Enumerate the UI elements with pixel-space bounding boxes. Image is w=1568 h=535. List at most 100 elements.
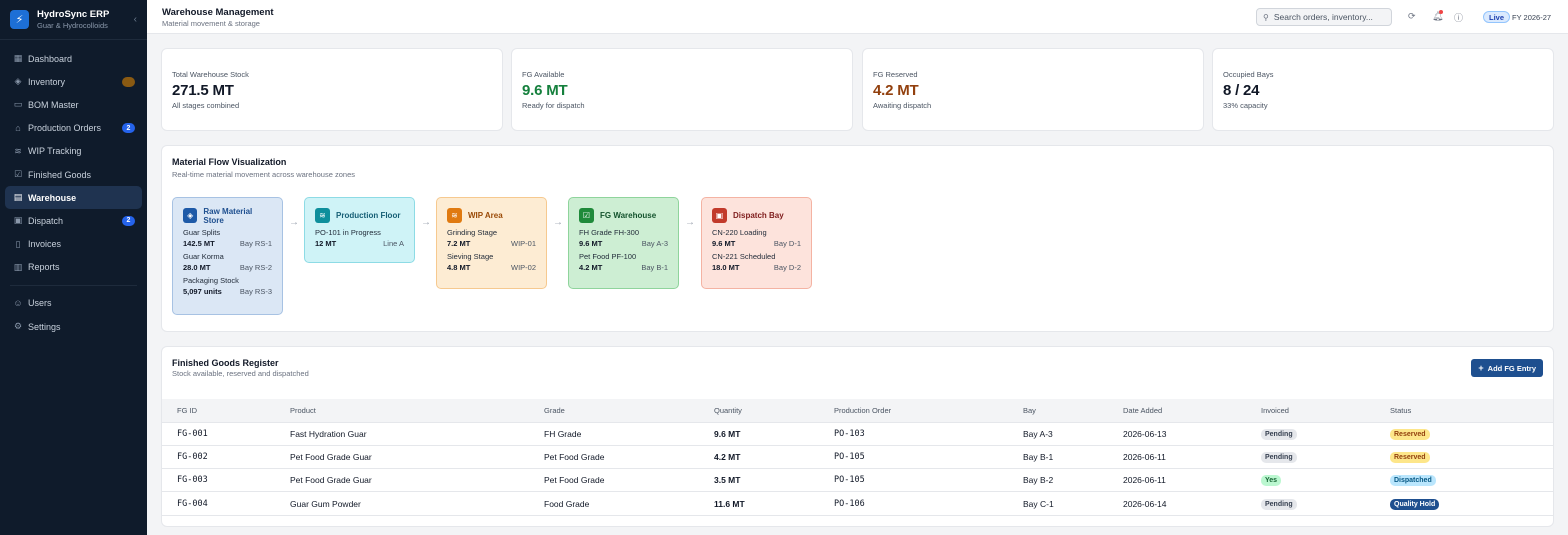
bar-chart-icon: ▥ <box>13 261 23 272</box>
column-header[interactable]: Invoiced <box>1246 399 1375 423</box>
kpi-value: 271.5 MT <box>172 82 234 99</box>
production-order-link[interactable]: PO-106 <box>819 491 1008 516</box>
notification-dot <box>1439 10 1443 14</box>
zone-item: PO-101 in Progress 12 MT Line A <box>315 228 404 248</box>
sidebar-item-bom-master[interactable]: ▭ BOM Master <box>5 93 142 116</box>
sidebar-item-dashboard[interactable]: ▦ Dashboard <box>5 47 142 70</box>
sidebar-divider <box>10 284 137 286</box>
production-order-link[interactable]: PO-105 <box>819 468 1008 493</box>
table-row[interactable]: FG-001 Fast Hydration Guar FH Grade 9.6 … <box>162 422 1553 446</box>
invoiced-badge: Pending <box>1261 451 1297 463</box>
fg-id-link[interactable]: FG-003 <box>162 468 275 493</box>
check-square-icon: ☑ <box>13 169 23 180</box>
zone-item: FH Grade FH-300 9.6 MT Bay A-3 <box>579 228 668 248</box>
sidebar-item-label: BOM Master <box>28 99 79 110</box>
bell-icon[interactable]: 🔔︎ <box>1432 11 1444 21</box>
check-square-icon: ☑ <box>579 208 594 223</box>
zone-item-name: Grinding Stage <box>447 228 498 237</box>
dispatch-count-badge: 2 <box>122 215 135 226</box>
material-flow-title: Material Flow Visualization <box>172 157 287 167</box>
search-box[interactable]: ⚲ <box>1256 8 1392 26</box>
zone-item-bay: Bay RS-2 <box>239 263 272 272</box>
zone-fg-warehouse[interactable]: ☑ FG Warehouse FH Grade FH-300 9.6 MT Bay A… <box>568 197 679 289</box>
sidebar-item-invoices[interactable]: ▯ Invoices <box>5 233 142 256</box>
zone-item: Guar Splits 142.5 MT Bay RS-1 <box>183 228 272 248</box>
zone-item-qty: 12 MT <box>315 239 337 248</box>
column-header[interactable]: Production Order <box>819 399 1008 423</box>
sidebar-item-label: Dispatch <box>28 215 64 226</box>
zone-item-name: Pet Food PF-100 <box>579 252 637 261</box>
kpi-label: FG Available <box>522 70 565 79</box>
top-header: Warehouse Management Material movement &… <box>147 0 1568 34</box>
sidebar-item-warehouse[interactable]: ▤ Warehouse <box>5 186 142 210</box>
zone-item-qty: 18.0 MT <box>712 263 740 272</box>
zone-item: Sieving Stage 4.8 MT WIP-02 <box>447 252 536 272</box>
zone-name: FG Warehouse <box>600 211 657 220</box>
column-header[interactable]: Quantity <box>699 399 819 423</box>
flow-arrow-icon: → <box>685 217 695 228</box>
sidebar-item-dispatch[interactable]: ▣ Dispatch 2 <box>5 209 142 232</box>
zone-item-name: CN-221 Scheduled <box>712 252 776 261</box>
sidebar-item-wip-tracking[interactable]: ≋ WIP Tracking <box>5 140 142 163</box>
date-cell: 2026-06-14 <box>1108 491 1246 516</box>
inventory-alert-badge: • <box>122 76 135 87</box>
fg-id-link[interactable]: FG-001 <box>162 422 275 446</box>
material-flow-card: Material Flow Visualization Real-time ma… <box>161 145 1554 332</box>
fg-id-link[interactable]: FG-002 <box>162 445 275 470</box>
zone-raw-material-store[interactable]: ◈ Raw Material Store Guar Splits 142.5 MT B… <box>172 197 283 315</box>
production-order-link[interactable]: PO-103 <box>819 422 1008 446</box>
status-badge: Quality Hold <box>1390 498 1440 510</box>
zone-item: Pet Food PF-100 4.2 MT Bay B-1 <box>579 252 668 272</box>
status-cell: Dispatched <box>1375 468 1553 493</box>
grade-cell: Food Grade <box>529 491 699 516</box>
brand-subtitle: Guar & Hydrocolloids <box>37 21 108 30</box>
kpi-subtext: 33% capacity <box>1223 101 1268 110</box>
table-row[interactable]: FG-004 Guar Gum Powder Food Grade 11.6 M… <box>162 491 1553 516</box>
factory-icon: ⌂ <box>15 123 21 134</box>
help-icon[interactable]: ⓘ <box>1454 13 1464 23</box>
zone-item-qty: 142.5 MT <box>183 239 215 248</box>
column-header[interactable]: FG ID <box>162 399 275 423</box>
sidebar-item-settings[interactable]: ⚙ Settings <box>5 315 142 338</box>
fg-register-title: Finished Goods Register <box>172 358 279 368</box>
fg-id-link[interactable]: FG-004 <box>162 491 275 516</box>
zone-wip-area[interactable]: ≋ WIP Area Grinding Stage 7.2 MT WIP-01 Sie… <box>436 197 547 289</box>
production-orders-count-badge: 2 <box>122 123 135 134</box>
grade-cell: Pet Food Grade <box>529 445 699 470</box>
chevron-left-icon[interactable]: ‹ <box>133 14 137 25</box>
truck-icon: ▣ <box>712 208 727 223</box>
table-row[interactable]: FG-002 Pet Food Grade Guar Pet Food Grad… <box>162 445 1553 470</box>
zone-production-floor[interactable]: ≋ Production Floor PO-101 in Progress 12 M… <box>304 197 415 263</box>
zone-item-bay: Bay D-1 <box>773 239 801 248</box>
brand: ⚡ HydroSync ERP Guar & Hydrocolloids ‹ <box>0 0 147 40</box>
refresh-icon[interactable]: ⟳ <box>1408 11 1416 21</box>
sidebar-item-users[interactable]: ☺ Users <box>5 292 142 315</box>
invoiced-cell: Pending <box>1246 491 1375 516</box>
column-header[interactable]: Date Added <box>1108 399 1246 423</box>
file-icon: ▯ <box>15 238 21 249</box>
zone-item-qty: 28.0 MT <box>183 263 211 272</box>
sidebar-item-finished-goods[interactable]: ☑ Finished Goods <box>5 163 142 186</box>
kpi-occupied-bays: Occupied Bays 8 / 24 33% capacity <box>1212 48 1554 131</box>
zone-item-qty: 7.2 MT <box>447 239 471 248</box>
column-header[interactable]: Product <box>275 399 529 423</box>
sidebar-item-production-orders[interactable]: ⌂ Production Orders 2 <box>5 117 142 140</box>
production-order-link[interactable]: PO-105 <box>819 445 1008 470</box>
column-header[interactable]: Grade <box>529 399 699 423</box>
column-header[interactable]: Bay <box>1008 399 1108 423</box>
book-icon: ▭ <box>13 99 23 110</box>
zone-item: CN-221 Scheduled 18.0 MT Bay D-2 <box>712 252 801 272</box>
column-header[interactable]: Status <box>1375 399 1553 423</box>
sidebar-item-reports[interactable]: ▥ Reports <box>5 256 142 279</box>
search-input[interactable] <box>1273 12 1384 22</box>
sidebar-item-inventory[interactable]: ◈ Inventory • <box>5 70 142 93</box>
kpi-total-stock: Total Warehouse Stock 271.5 MT All stage… <box>161 48 503 131</box>
product-cell: Guar Gum Powder <box>275 491 529 516</box>
zone-dispatch-bay[interactable]: ▣ Dispatch Bay CN-220 Loading 9.6 MT Bay D-… <box>701 197 812 289</box>
fg-register-subtitle: Stock available, reserved and dispatched <box>172 369 309 378</box>
fiscal-year[interactable]: FY 2026-27 <box>1512 13 1552 22</box>
kpi-subtext: Awaiting dispatch <box>873 101 932 110</box>
table-row[interactable]: FG-003 Pet Food Grade Guar Pet Food Grad… <box>162 468 1553 493</box>
zone-item: CN-220 Loading 9.6 MT Bay D-1 <box>712 228 801 248</box>
add-fg-entry-button[interactable]: + Add FG Entry <box>1471 359 1543 377</box>
